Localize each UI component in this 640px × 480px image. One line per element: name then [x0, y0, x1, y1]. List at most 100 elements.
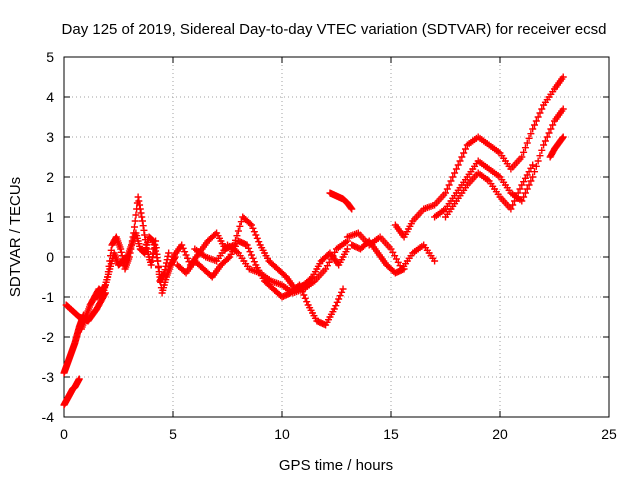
data-point: [154, 262, 162, 270]
data-point: [538, 146, 546, 154]
series-track-12: [391, 73, 567, 241]
chart-title: Day 125 of 2019, Sidereal Day-to-day VTE…: [62, 21, 607, 38]
data-point: [525, 134, 533, 142]
data-point: [348, 205, 356, 213]
data-point: [516, 185, 524, 193]
data-point: [75, 375, 83, 383]
data-point: [507, 205, 515, 213]
y-tick-label: 5: [46, 49, 54, 65]
data-point: [154, 257, 162, 265]
data-point: [140, 226, 148, 234]
data-point: [532, 162, 540, 170]
y-tick-label: 3: [46, 129, 54, 145]
data-point: [141, 231, 149, 239]
data-point: [443, 185, 451, 193]
data-point: [246, 248, 254, 256]
data-point: [184, 254, 192, 262]
data-point: [527, 130, 535, 138]
data-point: [295, 281, 303, 289]
data-point: [132, 211, 140, 219]
data-point: [512, 193, 520, 201]
data-point: [301, 294, 309, 302]
data-point: [536, 152, 544, 160]
data-point: [253, 234, 261, 242]
data-point: [447, 177, 455, 185]
data-point: [338, 288, 346, 296]
data-point: [545, 129, 553, 137]
y-tick-label: -4: [42, 409, 55, 425]
data-point: [152, 247, 160, 255]
data-point: [541, 137, 549, 145]
data-point: [559, 133, 567, 141]
data-point: [117, 248, 125, 256]
series-track-5: [93, 229, 179, 301]
series-track-1: [60, 375, 83, 409]
data-point: [547, 125, 555, 133]
series-track-15: [546, 133, 567, 161]
data-point: [452, 165, 460, 173]
data-point: [332, 302, 340, 310]
data-point: [300, 291, 308, 299]
x-tick-label: 15: [383, 426, 399, 442]
x-tick-label: 5: [169, 426, 177, 442]
data-point: [243, 241, 251, 249]
data-point: [347, 204, 355, 212]
x-axis-label: GPS time / hours: [279, 457, 393, 474]
data-point: [431, 257, 439, 265]
data-point: [165, 249, 173, 257]
data-point: [520, 148, 528, 156]
data-point: [247, 251, 255, 259]
data-point: [521, 189, 529, 197]
data-point: [117, 245, 125, 253]
data-point: [529, 173, 537, 181]
data-point: [155, 268, 163, 276]
data-point: [514, 189, 522, 197]
y-tick-label: 2: [46, 169, 54, 185]
data-point: [233, 232, 241, 240]
data-point: [330, 305, 338, 313]
data-point: [150, 240, 158, 248]
data-point: [343, 245, 351, 253]
data-point: [303, 298, 311, 306]
data-point: [179, 244, 187, 252]
data-point: [534, 157, 542, 165]
data-point: [339, 285, 347, 293]
data-point: [249, 254, 257, 262]
data-point: [163, 256, 171, 264]
data-point: [529, 125, 537, 133]
plot-frame: [63, 56, 610, 418]
data-point: [153, 254, 161, 262]
series-track-13: [431, 105, 567, 221]
y-tick-label: 1: [46, 209, 54, 225]
data-point: [536, 109, 544, 117]
data-point: [454, 161, 462, 169]
data-point: [336, 292, 344, 300]
data-point: [234, 227, 242, 235]
data-point: [523, 185, 531, 193]
data-point: [511, 197, 519, 205]
data-point: [543, 133, 551, 141]
data-point: [534, 113, 542, 121]
data-point: [523, 139, 531, 147]
data-point: [131, 217, 139, 225]
data-point: [451, 169, 459, 177]
data-point: [529, 161, 537, 169]
data-point: [335, 295, 343, 303]
data-point: [538, 105, 546, 113]
series-track-8: [191, 237, 351, 297]
data-point: [224, 254, 232, 262]
data-point: [540, 141, 548, 149]
y-tick-label: -2: [42, 329, 55, 345]
data-points: [60, 73, 567, 409]
data-point: [400, 265, 408, 273]
data-point: [130, 223, 138, 231]
grid: [64, 57, 609, 417]
data-point: [181, 248, 189, 256]
series-track-9: [326, 189, 356, 213]
data-point: [521, 144, 529, 152]
data-point: [236, 222, 244, 230]
data-point: [449, 173, 457, 181]
data-point: [520, 193, 528, 201]
data-point: [442, 189, 449, 197]
